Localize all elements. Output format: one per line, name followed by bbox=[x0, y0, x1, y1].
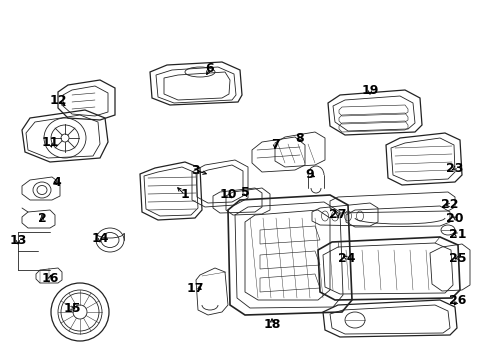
Text: 21: 21 bbox=[448, 229, 466, 242]
Text: 1: 1 bbox=[180, 189, 189, 202]
Text: 19: 19 bbox=[361, 84, 378, 96]
Text: 20: 20 bbox=[446, 211, 463, 225]
Text: 14: 14 bbox=[91, 231, 108, 244]
Text: 5: 5 bbox=[240, 185, 249, 198]
Text: 8: 8 bbox=[295, 131, 304, 144]
Text: 23: 23 bbox=[446, 162, 463, 175]
Text: 6: 6 bbox=[205, 62, 214, 75]
Text: 2: 2 bbox=[38, 211, 46, 225]
Text: 4: 4 bbox=[53, 176, 61, 189]
Text: 24: 24 bbox=[338, 252, 355, 265]
Text: 22: 22 bbox=[440, 198, 458, 211]
Text: 17: 17 bbox=[186, 282, 203, 294]
Text: 9: 9 bbox=[305, 168, 314, 181]
Text: 3: 3 bbox=[190, 163, 199, 176]
Text: 7: 7 bbox=[270, 139, 279, 152]
Text: 15: 15 bbox=[63, 302, 81, 315]
Text: 26: 26 bbox=[448, 293, 466, 306]
Text: 27: 27 bbox=[328, 208, 346, 221]
Text: 13: 13 bbox=[9, 234, 27, 247]
Text: 25: 25 bbox=[448, 252, 466, 265]
Text: 12: 12 bbox=[49, 94, 67, 107]
Text: 10: 10 bbox=[219, 189, 236, 202]
Text: 11: 11 bbox=[41, 136, 59, 149]
Text: 18: 18 bbox=[263, 319, 280, 332]
Text: 16: 16 bbox=[41, 271, 59, 284]
